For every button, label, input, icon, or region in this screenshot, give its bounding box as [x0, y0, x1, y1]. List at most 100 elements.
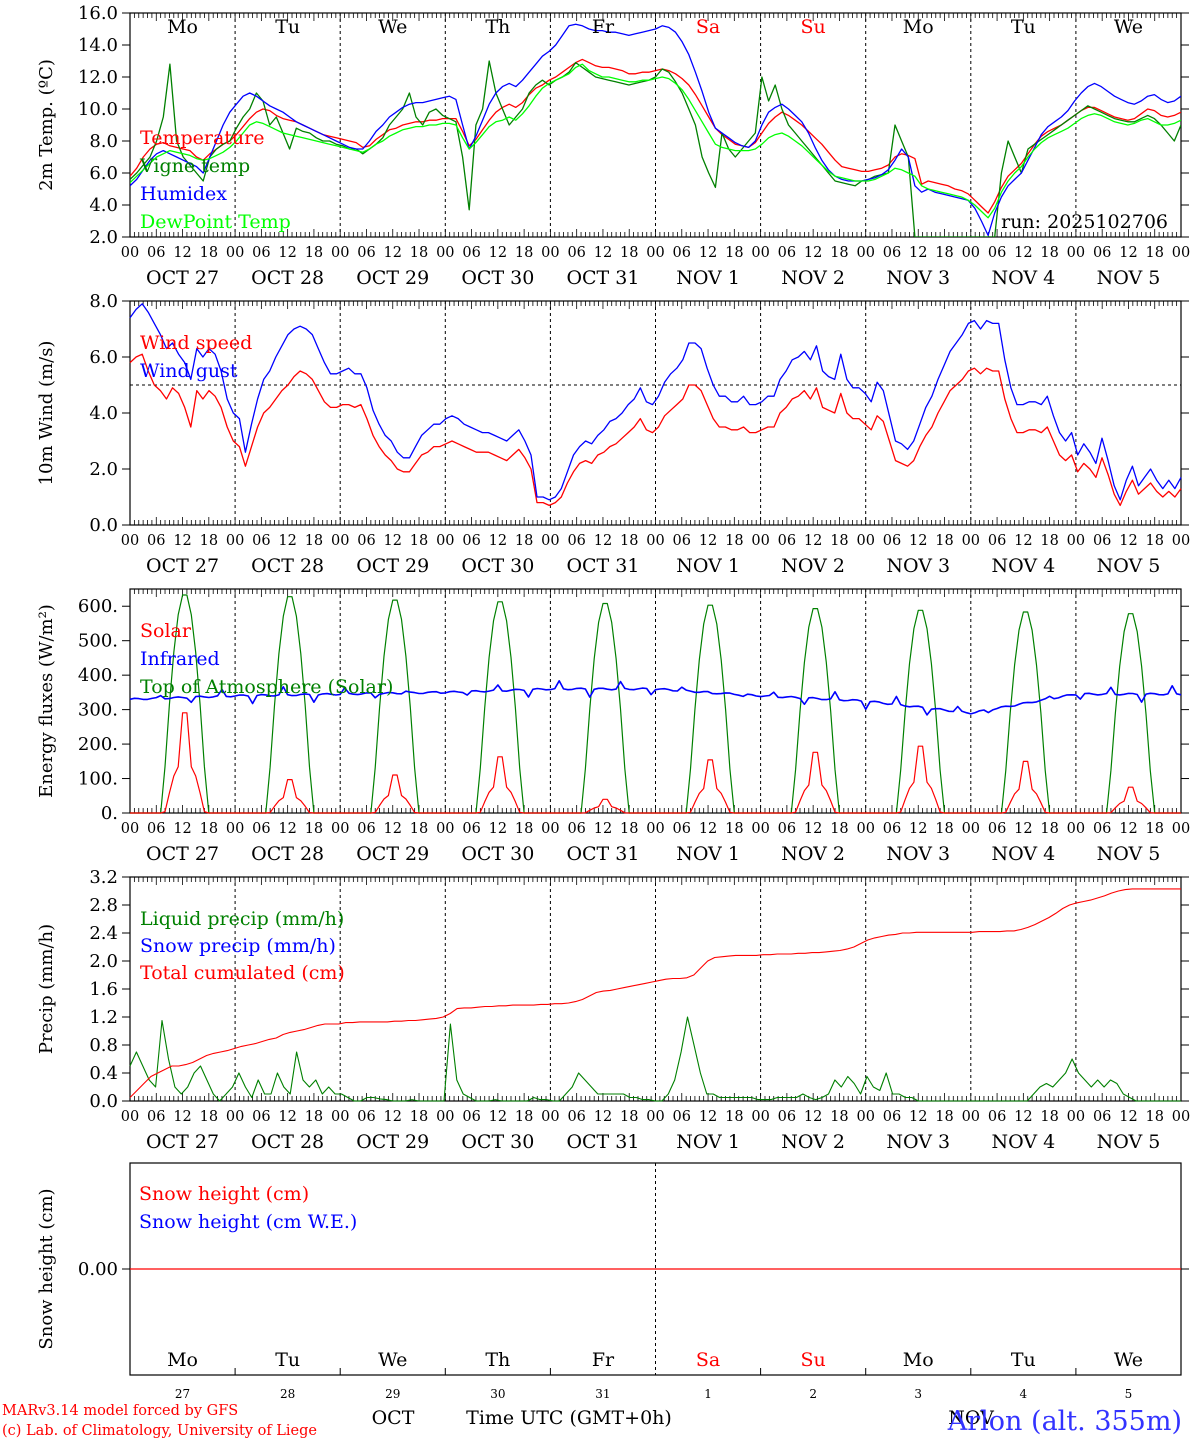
- energy-hour-label: 06: [673, 821, 691, 837]
- temp-series-humidex: [130, 23, 1181, 237]
- wind-hour-label: 00: [436, 533, 454, 549]
- precip-date-label: NOV 1: [676, 1131, 740, 1153]
- energy-hour-label: 06: [462, 821, 480, 837]
- temp-hour-label: 12: [909, 245, 927, 261]
- energy-hour-label: 18: [410, 821, 428, 837]
- precip-hour-label: 06: [147, 1109, 165, 1125]
- snow-weekday-label: Fr: [592, 1349, 615, 1371]
- credit-line-2: (c) Lab. of Climatology, University of L…: [2, 1423, 317, 1439]
- precip-y-tick-label: 2.8: [89, 895, 118, 916]
- snow-day-number: 29: [385, 1387, 400, 1401]
- wind-hour-label: 00: [226, 533, 244, 549]
- wind-legend-wind-gust: Wind gust: [140, 360, 238, 382]
- temp-hour-label: 00: [1172, 245, 1190, 261]
- precip-hour-label: 00: [226, 1109, 244, 1125]
- precip-hour-label: 18: [935, 1109, 953, 1125]
- snow-y-axis-label: Snow height (cm): [36, 1188, 57, 1349]
- snow-weekday-label: Su: [801, 1349, 826, 1371]
- precip-date-label: OCT 30: [461, 1131, 534, 1153]
- energy-hour-label: 18: [1040, 821, 1058, 837]
- wind-hour-label: 18: [515, 533, 533, 549]
- wind-hour-label: 00: [962, 533, 980, 549]
- energy-date-label: OCT 31: [566, 843, 639, 865]
- wind-date-label: OCT 29: [356, 555, 429, 577]
- temp-series-vigne-temp: [130, 60, 1181, 237]
- temp-hour-label: 18: [620, 245, 638, 261]
- wind-y-axis-label: 10m Wind (m/s): [36, 341, 57, 486]
- energy-y-tick-label: 200.: [78, 734, 118, 755]
- energy-hour-label: 00: [751, 821, 769, 837]
- temp-y-tick-label: 12.0: [78, 67, 118, 88]
- wind-hour-label: 06: [147, 533, 165, 549]
- wind-series-wind-gust: [129, 303, 1182, 501]
- snow-day-number: 31: [595, 1387, 610, 1401]
- energy-y-axis-label: Energy fluxes (W/m²): [36, 604, 57, 798]
- wind-hour-label: 00: [121, 533, 139, 549]
- energy-y-tick-label: 400.: [78, 665, 118, 686]
- energy-hour-label: 12: [804, 821, 822, 837]
- energy-hour-label: 18: [725, 821, 743, 837]
- precip-hour-label: 06: [778, 1109, 796, 1125]
- temp-hour-label: 18: [305, 245, 323, 261]
- wind-hour-label: 06: [252, 533, 270, 549]
- wind-hour-label: 06: [462, 533, 480, 549]
- temp-hour-label: 12: [1014, 245, 1032, 261]
- wind-series-wind-speed: [129, 353, 1182, 507]
- energy-hour-label: 18: [200, 821, 218, 837]
- precip-y-tick-label: 0.8: [89, 1035, 118, 1056]
- temp-hour-label: 00: [1067, 245, 1085, 261]
- wind-date-label: OCT 28: [251, 555, 324, 577]
- precip-hour-label: 06: [883, 1109, 901, 1125]
- precip-hour-label: 12: [804, 1109, 822, 1125]
- temp-hour-label: 18: [410, 245, 428, 261]
- snow-day-number: 27: [175, 1387, 190, 1401]
- temp-series: [130, 23, 1181, 237]
- energy-y-tick-label: 300.: [78, 700, 118, 721]
- temp-y-tick-label: 14.0: [78, 35, 118, 56]
- wind-hour-label: 00: [1067, 533, 1085, 549]
- precip-hour-label: 12: [278, 1109, 296, 1125]
- precip-hour-label: 00: [331, 1109, 349, 1125]
- energy-date-label: NOV 1: [676, 843, 740, 865]
- precip-date-label: OCT 29: [356, 1131, 429, 1153]
- temp-hour-label: 00: [541, 245, 559, 261]
- temp-weekday-label: Tu: [275, 16, 300, 38]
- energy-hour-label: 18: [620, 821, 638, 837]
- snow-legend-snow-height-cm-w-e-: Snow height (cm W.E.): [139, 1211, 357, 1233]
- temp-hour-label: 18: [515, 245, 533, 261]
- wind-y-tick-label: 4.0: [89, 403, 118, 424]
- wind-hour-label: 12: [909, 533, 927, 549]
- precip-hour-label: 18: [620, 1109, 638, 1125]
- precip-hour-label: 12: [384, 1109, 402, 1125]
- wind-hour-label: 18: [305, 533, 323, 549]
- energy-hour-label: 06: [778, 821, 796, 837]
- precip-y-tick-label: 3.2: [89, 867, 118, 888]
- temp-hour-label: 12: [489, 245, 507, 261]
- energy-hour-label: 00: [541, 821, 559, 837]
- temp-y-tick-label: 10.0: [78, 99, 118, 120]
- wind-hour-label: 12: [1119, 533, 1137, 549]
- energy-hour-label: 00: [226, 821, 244, 837]
- wind-hour-label: 18: [620, 533, 638, 549]
- temp-y-axis-label: 2m Temp. (ºC): [36, 59, 57, 191]
- temp-hour-label: 06: [988, 245, 1006, 261]
- precip-date-label: NOV 5: [1097, 1131, 1161, 1153]
- snow-weekday-label: Mo: [167, 1349, 198, 1371]
- precip-hour-label: 06: [357, 1109, 375, 1125]
- temp-legend-humidex: Humidex: [140, 183, 227, 205]
- temp-date-label: NOV 1: [676, 267, 740, 289]
- energy-hour-label: 12: [699, 821, 717, 837]
- wind-legend-wind-speed: Wind speed: [140, 332, 252, 354]
- temp-hour-label: 00: [646, 245, 664, 261]
- precip-y-tick-label: 0.0: [89, 1091, 118, 1112]
- temp-date-label: OCT 29: [356, 267, 429, 289]
- energy-date-label: OCT 28: [251, 843, 324, 865]
- temp-date-label: OCT 31: [566, 267, 639, 289]
- snow-day-number: 5: [1125, 1387, 1133, 1401]
- snow-day-number: 2: [809, 1387, 817, 1401]
- energy-panel: 0. 100. 200. 300. 400. 500. 600. Energy fluxes …: [36, 588, 1190, 865]
- precip-hour-label: 12: [909, 1109, 927, 1125]
- energy-hour-label: 06: [1093, 821, 1111, 837]
- month-label-nov: NOV: [948, 1407, 994, 1429]
- energy-hour-label: 18: [305, 821, 323, 837]
